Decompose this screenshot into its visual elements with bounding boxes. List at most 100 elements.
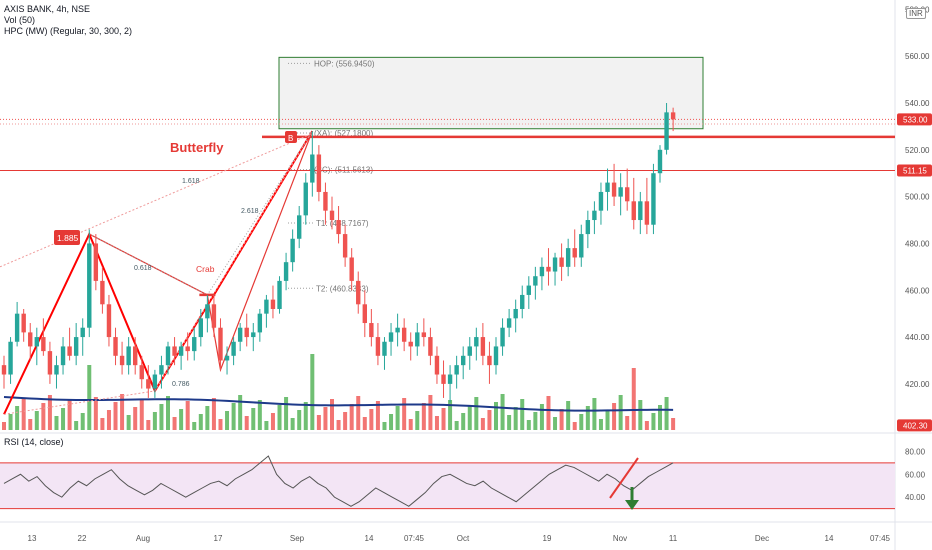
rsi-tick-label: 60.00	[905, 470, 926, 479]
volume-bar	[218, 419, 223, 430]
butterfly-extension-line	[0, 132, 313, 268]
volume-bar	[67, 400, 72, 430]
volume-bar	[74, 421, 79, 430]
candle-body	[178, 346, 184, 356]
volume-bar	[54, 416, 59, 430]
candle-body	[369, 323, 374, 338]
volume-bar	[513, 407, 518, 430]
candle-body	[539, 266, 545, 277]
candle-body	[316, 154, 322, 192]
candle-body	[592, 210, 597, 221]
volume-bar	[461, 413, 466, 430]
volume-bar	[244, 416, 249, 430]
candle-body	[231, 341, 236, 356]
volume-bar	[192, 422, 197, 430]
candle-body	[579, 234, 584, 258]
time-tick-label: 07:45	[404, 534, 425, 543]
candle-body	[60, 346, 66, 366]
volume-bar	[612, 403, 617, 430]
volume-bar	[330, 399, 334, 430]
volume-bar	[179, 409, 184, 430]
rsi-band	[0, 462, 895, 509]
volume-bar	[415, 411, 420, 430]
candle-body	[638, 201, 643, 221]
volume-bar	[87, 365, 92, 430]
volume-bar	[316, 415, 321, 430]
volume-bar	[546, 396, 551, 430]
volume-bar	[441, 408, 446, 430]
candle-body	[185, 346, 190, 352]
level-xa-label: (XA): (527.1800)	[314, 129, 373, 138]
volume-bar	[284, 397, 289, 430]
point-b-label: B	[288, 134, 293, 143]
volume-bar	[592, 398, 597, 430]
ratio-0618-label: 0.618	[134, 265, 152, 272]
candle-body	[434, 355, 440, 375]
volume-bar	[395, 406, 400, 430]
candle-body	[513, 308, 518, 319]
volume-bar	[434, 416, 439, 430]
volume-bar	[126, 415, 131, 430]
time-tick-label: 13	[28, 534, 37, 543]
candle-body	[224, 355, 230, 361]
volume-bar	[474, 397, 479, 430]
volume-bar	[533, 412, 538, 430]
volume-bar	[408, 419, 413, 430]
time-tick-label: 22	[78, 534, 87, 543]
candle-body	[520, 294, 525, 309]
volume-bar	[553, 417, 558, 430]
candle-body	[356, 280, 361, 305]
volume-bar	[211, 398, 216, 430]
volume-bar	[539, 404, 544, 430]
candle-body	[474, 337, 479, 347]
candle-body	[67, 346, 72, 356]
currency-badge[interactable]: INR	[906, 8, 926, 19]
volume-bar	[480, 418, 485, 430]
rsi-divergence-line	[609, 457, 639, 499]
volume-bar	[290, 418, 295, 430]
volume-bar	[625, 416, 630, 430]
time-tick-label: 14	[825, 534, 834, 543]
ratio-1885-badge	[54, 230, 80, 245]
volume-bar	[303, 402, 308, 430]
candle-body	[651, 173, 656, 225]
candle-body	[533, 276, 538, 286]
level-t1-label: T1: (488.7167)	[316, 219, 369, 228]
volume-bar	[572, 422, 577, 430]
volume-bar	[8, 414, 13, 430]
candle-body	[467, 346, 472, 356]
volume-bar	[21, 398, 26, 430]
candle-body	[336, 220, 341, 235]
candle-body	[34, 337, 39, 347]
candle-body	[297, 215, 302, 239]
candle-body	[618, 187, 623, 197]
volume-bar	[28, 419, 33, 430]
candle-body	[323, 191, 328, 211]
volume-bar	[428, 395, 433, 430]
volume-bar	[664, 397, 669, 430]
candle-body	[113, 337, 118, 356]
candle-body	[395, 327, 400, 333]
rsi-tick-label: 80.00	[905, 447, 926, 456]
candle-body	[415, 332, 420, 347]
candle-body	[205, 304, 210, 319]
volume-bar	[113, 402, 118, 430]
candle-body	[375, 337, 381, 356]
candle-body	[257, 313, 263, 333]
time-tick-label: 07:45	[870, 534, 891, 543]
candle-body	[270, 299, 276, 309]
candle-body	[565, 248, 571, 267]
butterfly-bd-line	[154, 130, 313, 392]
candle-body	[559, 257, 564, 267]
volume-indicator-line: Vol (50)	[4, 15, 36, 25]
point-b-badge	[285, 131, 297, 143]
candle-body	[264, 299, 269, 314]
volume-bar	[257, 400, 262, 430]
candle-body	[546, 266, 551, 272]
volume-bar	[277, 405, 282, 430]
candle-body	[14, 313, 20, 342]
candle-body	[631, 201, 636, 221]
candle-body	[119, 355, 125, 366]
candle-body	[211, 304, 217, 328]
